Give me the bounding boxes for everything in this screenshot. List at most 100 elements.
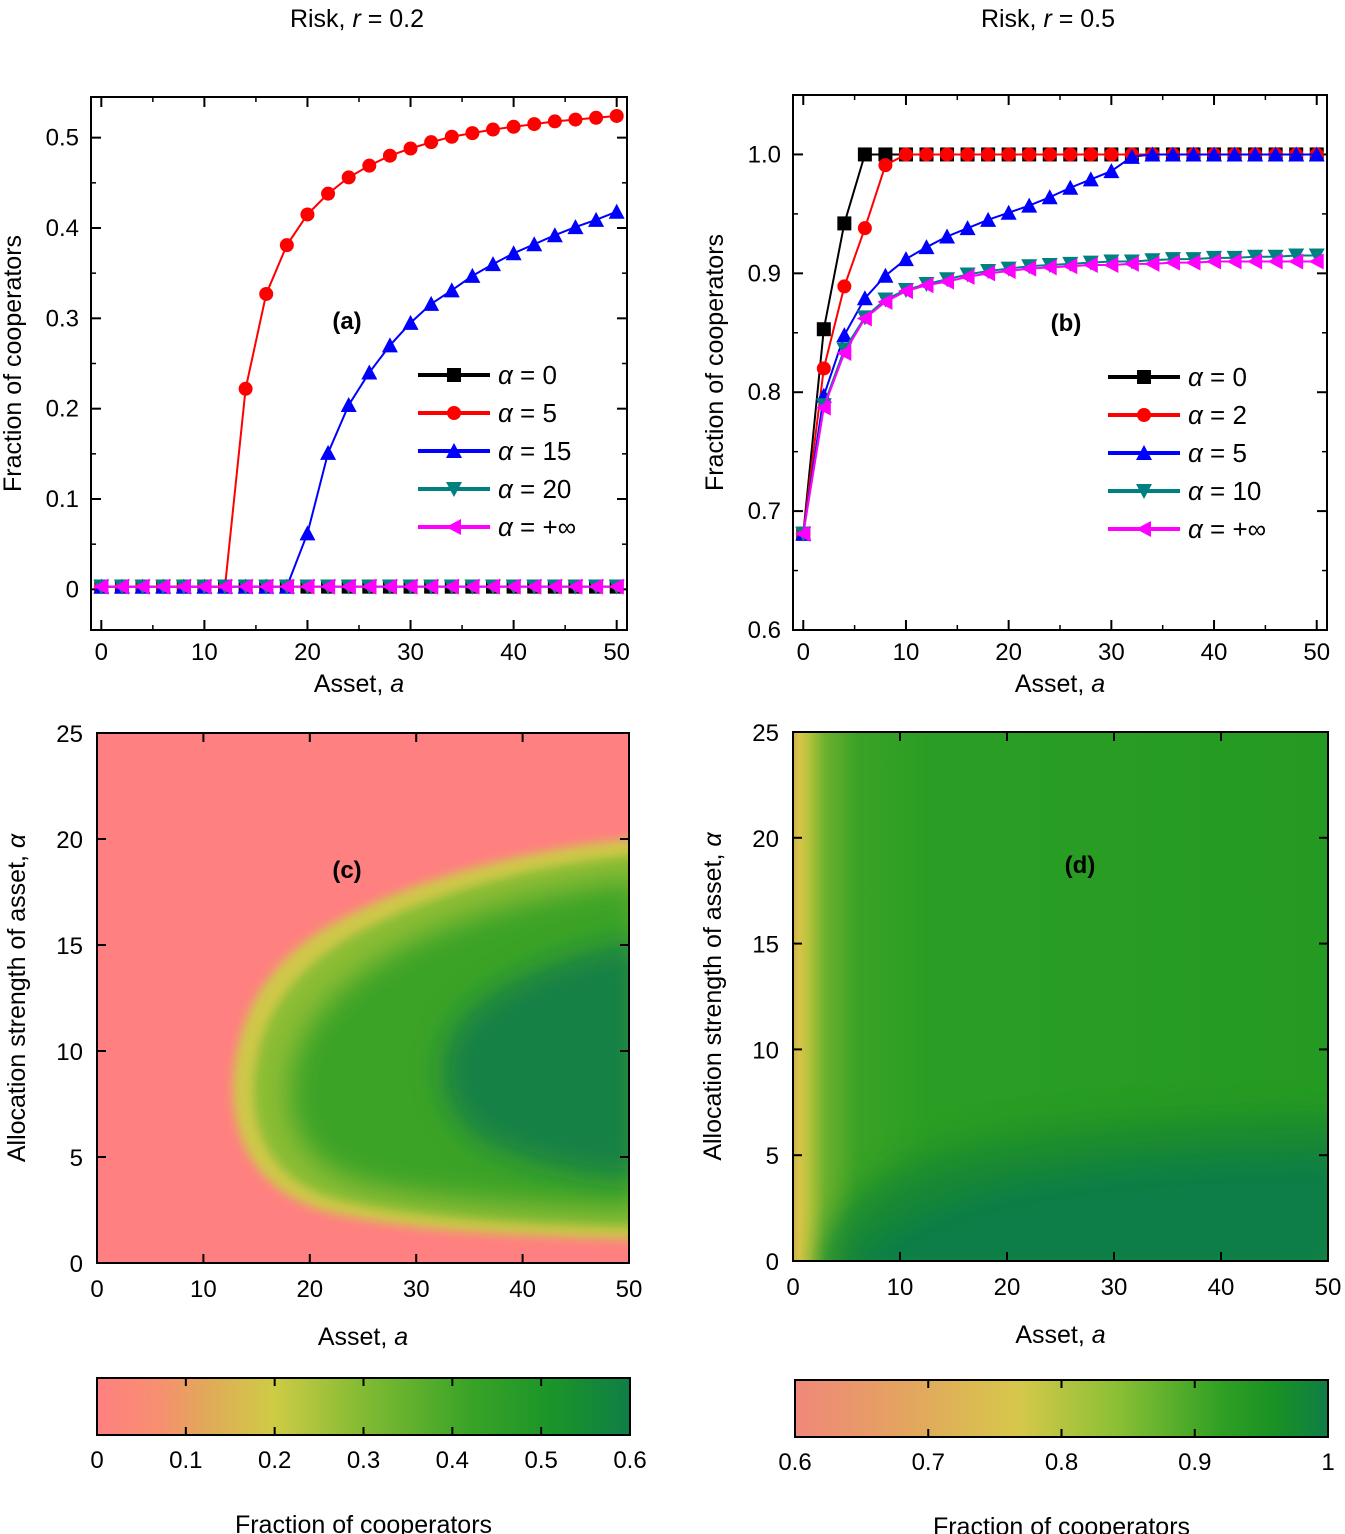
data-point [959,268,975,285]
data-point [465,126,480,141]
data-point [878,158,893,173]
data-point [402,314,419,330]
data-point [217,578,232,595]
data-point [486,122,500,137]
data-point [1164,146,1181,162]
data-point [1082,257,1098,274]
data-point [361,578,377,595]
legend-item: α = +∞ [418,512,576,542]
legend-marker [1137,370,1151,384]
data-point [1206,146,1223,162]
x-tick-label: 40 [509,1276,536,1303]
data-point [506,119,521,134]
y-tick-label: 5 [70,1145,83,1172]
colorbar-tick-label: 1 [1321,1449,1334,1476]
data-point [381,337,398,353]
data-point [464,267,481,283]
data-point [1083,147,1098,162]
x-tick-label: 40 [1208,1274,1235,1301]
legend-label: α = 5 [1188,438,1247,468]
colorbar-tick-label: 0.2 [258,1447,291,1474]
data-point [608,578,624,595]
legend-marker [1136,521,1151,537]
legend-item: α = 0 [1108,362,1247,392]
legend-marker [1136,445,1152,460]
x-tick-label: 30 [403,1276,430,1303]
data-point [1267,146,1284,162]
data-point [939,273,955,290]
y-tick-label: 20 [56,827,83,854]
data-point [113,578,129,595]
data-point [1042,147,1057,162]
data-point [918,277,934,294]
data-point [589,110,604,125]
legend-marker [446,443,462,458]
data-point [485,256,501,272]
x-tick-label: 20 [995,639,1022,666]
data-point [547,114,562,129]
data-point [1308,253,1324,270]
plot-frame [792,94,1328,631]
data-point [1021,260,1037,277]
x-tick-label: 40 [500,639,527,666]
data-point [464,578,480,595]
data-point [1308,248,1325,264]
data-point [423,578,439,595]
data-point [856,290,873,306]
colorbar-tick-label: 0.1 [169,1447,202,1474]
data-point [567,578,583,595]
y-tick-label: 0 [766,1249,779,1276]
data-point [1041,259,1057,276]
data-point [505,245,522,261]
legend: α = 0 α = 2 α = 5 α = 10 α = +∞ [1108,362,1266,544]
data-point [341,170,356,185]
data-point [588,211,605,227]
x-tick-label: 10 [191,639,218,666]
x-tick-label: 20 [296,1276,323,1303]
panel-d-heatmap: 0 10 20 30 40 50 0 5 10 15 20 25 (d) Asset, a Alloca… [699,720,1341,1349]
colorbar-label: Fraction of cooperators [933,1513,1190,1534]
data-point [898,147,913,162]
data-point [424,135,439,150]
data-point [526,578,542,595]
legend-label: α = 10 [1188,476,1261,506]
x-tick-label: 50 [616,1276,643,1303]
legend-item: α = 10 [1108,476,1261,506]
x-axis-label: Asset, a [1015,1321,1105,1349]
legend-marker [447,368,461,382]
data-point [837,216,852,231]
panel-label: (b) [1051,310,1082,337]
data-point [1144,255,1160,272]
data-point [856,310,872,327]
legend-label: α = 0 [1188,362,1247,392]
y-tick-label: 0.1 [46,486,79,513]
data-point [1226,146,1243,162]
data-point [485,578,500,595]
x-tick-label: 0 [95,639,108,666]
data-point [837,279,852,294]
y-tick-label: 0 [66,576,79,603]
series-4 [93,578,624,595]
data-point [546,227,563,243]
x-tick-label: 30 [1098,639,1125,666]
data-point [1247,146,1264,162]
data-point [1288,253,1304,270]
colorbar-tick-label: 0.6 [778,1449,811,1476]
colorbar-tick-label: 0.3 [347,1447,380,1474]
data-point [259,286,274,301]
colorbar-tick-label: 0.5 [524,1447,557,1474]
x-tick-label: 10 [887,1274,914,1301]
data-point [443,282,460,298]
data-point [381,578,397,595]
y-axis-label: Allocation strength of asset, α [699,832,727,1161]
data-point [402,578,418,595]
data-point [816,322,831,337]
y-tick-label: 0.2 [46,396,79,423]
data-point [1082,171,1099,187]
x-axis-label: Asset, a [318,1323,408,1351]
data-point [1021,197,1038,213]
data-point [568,112,583,127]
data-point [1022,147,1037,162]
x-tick-label: 50 [1315,1274,1342,1301]
